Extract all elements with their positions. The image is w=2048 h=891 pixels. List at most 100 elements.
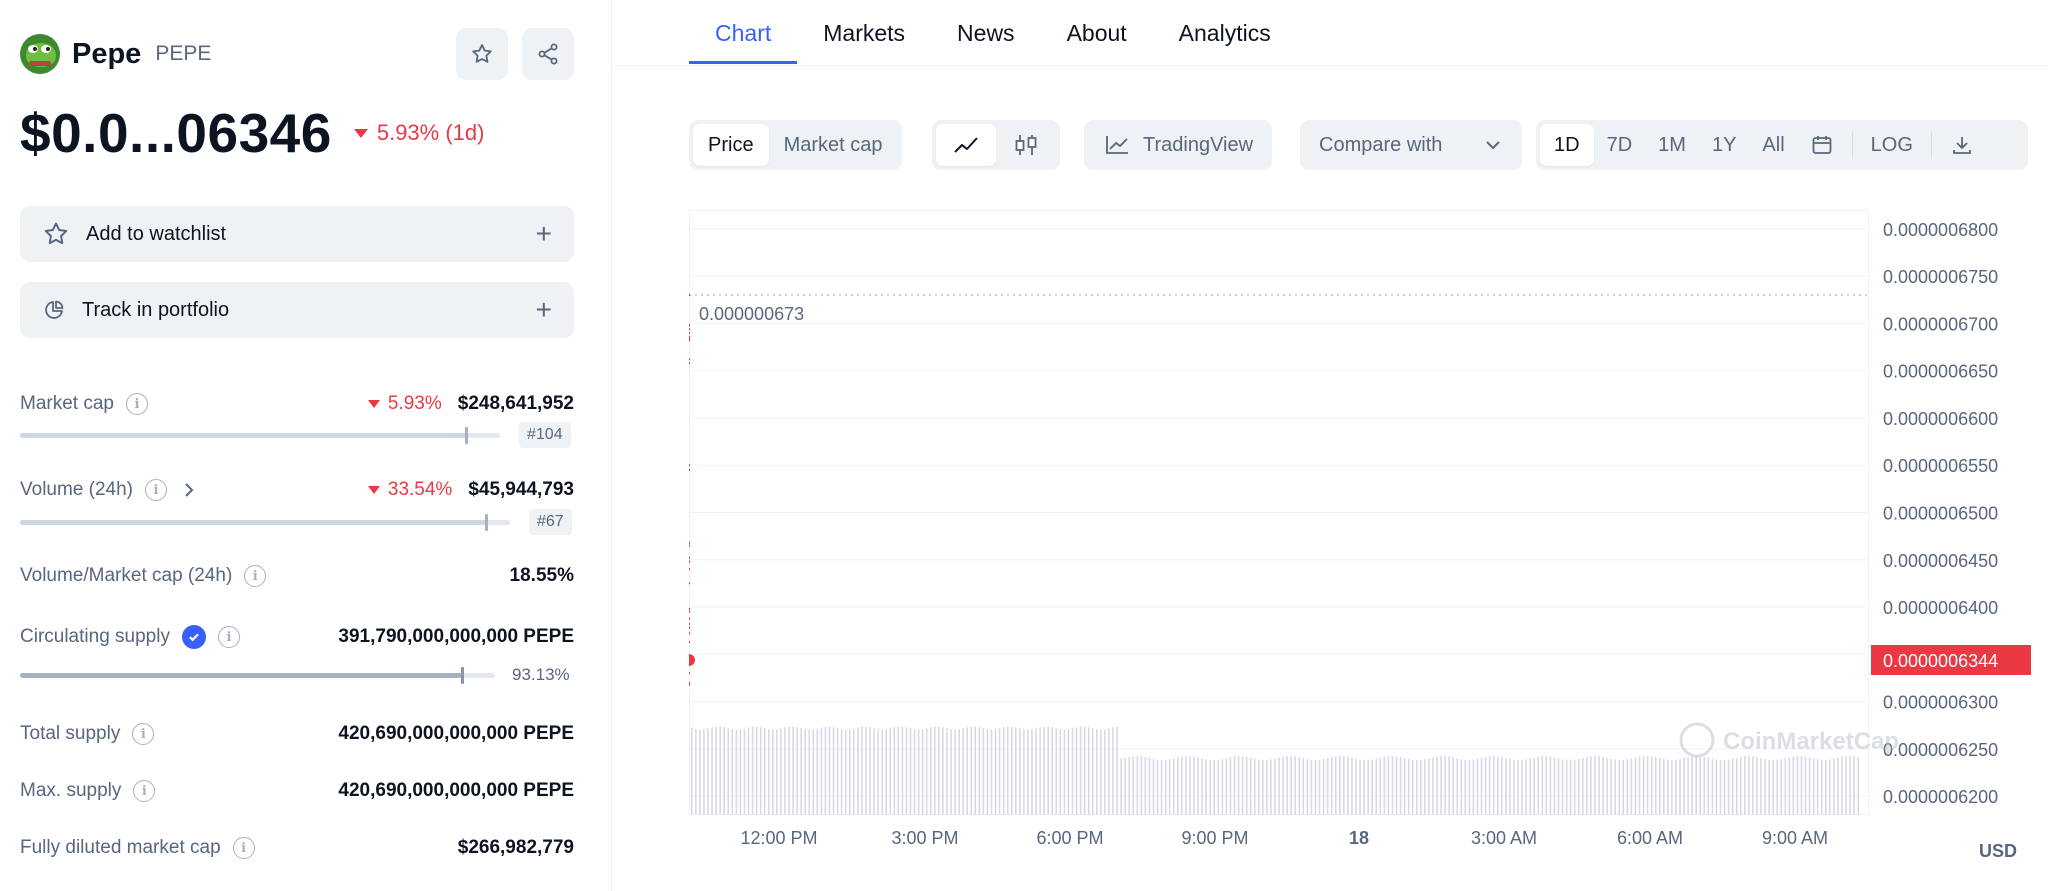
info-icon[interactable]: i bbox=[145, 479, 168, 501]
range-1m[interactable]: 1M bbox=[1658, 133, 1686, 156]
volume-bar bbox=[1359, 759, 1361, 815]
volume-bar bbox=[1383, 756, 1386, 815]
volume-bar bbox=[1083, 726, 1086, 815]
rank-bar-marker bbox=[465, 426, 469, 444]
tabs-divider bbox=[613, 65, 2048, 66]
tab-analytics[interactable]: Analytics bbox=[1178, 19, 1271, 46]
download-icon bbox=[1953, 137, 1971, 154]
volume-bar bbox=[970, 726, 973, 815]
line-chart-button[interactable] bbox=[936, 124, 996, 166]
stat-value: 18.55% bbox=[509, 565, 574, 586]
volume-bar bbox=[1407, 759, 1410, 815]
volume-bar bbox=[909, 728, 912, 815]
favorite-button[interactable] bbox=[456, 28, 508, 80]
volume-bar bbox=[982, 728, 985, 815]
volume-bar bbox=[1602, 756, 1604, 815]
volume-bar bbox=[1748, 756, 1750, 815]
price-point bbox=[689, 683, 691, 686]
coin-symbol: PEPE bbox=[155, 42, 212, 65]
candlestick-button[interactable] bbox=[996, 124, 1056, 166]
volume-bar bbox=[873, 728, 875, 815]
volume-bar bbox=[1735, 757, 1738, 815]
volume-bar bbox=[1310, 759, 1313, 815]
volume-bar bbox=[1039, 727, 1041, 815]
y-tick-label: 0.0000006250 bbox=[1883, 740, 1998, 760]
chevron-right-icon[interactable] bbox=[179, 480, 199, 500]
info-icon[interactable]: i bbox=[217, 626, 240, 648]
range-all[interactable]: All bbox=[1762, 133, 1785, 156]
tradingview-button[interactable]: TradingView bbox=[1084, 120, 1273, 170]
price-chart[interactable]: 0.0000006800 0.0000006750 0.0000006700 0.00… bbox=[689, 210, 2048, 891]
watermark-text: CoinMarketCap bbox=[1723, 728, 1899, 755]
volume-bar bbox=[808, 729, 811, 815]
volume-bar bbox=[1739, 756, 1742, 815]
date-range-button[interactable] bbox=[1798, 124, 1846, 166]
volume-bar bbox=[743, 728, 746, 815]
price-point bbox=[689, 361, 691, 365]
price-point bbox=[689, 681, 691, 684]
y-tick-label: 0.0000006700 bbox=[1883, 314, 1998, 334]
time-range-toggle: 1D 7D 1M 1Y All LOG bbox=[1536, 120, 2028, 170]
x-tick-label: 12:00 PM bbox=[740, 828, 817, 848]
tab-chart[interactable]: Chart bbox=[689, 0, 798, 66]
price-point bbox=[689, 556, 691, 560]
volume-rank-bar: #67 bbox=[20, 509, 574, 535]
info-icon[interactable]: i bbox=[132, 723, 155, 745]
volume-bar bbox=[1610, 758, 1612, 815]
info-icon[interactable]: i bbox=[244, 565, 267, 587]
volume-bar bbox=[1484, 756, 1487, 815]
add-to-watchlist-button[interactable]: Add to watchlist + bbox=[20, 206, 574, 262]
x-tick-label: 6:00 AM bbox=[1617, 828, 1683, 848]
volume-bar bbox=[1201, 758, 1203, 815]
volume-bar bbox=[897, 726, 900, 815]
volume-bar bbox=[929, 727, 932, 815]
tab-about[interactable]: About bbox=[1066, 19, 1127, 46]
tab-markets[interactable]: Markets bbox=[823, 19, 906, 46]
info-icon[interactable]: i bbox=[133, 780, 156, 802]
volume-bar bbox=[1452, 757, 1454, 815]
volume-bar bbox=[1679, 758, 1681, 815]
volume-bar bbox=[1067, 729, 1070, 815]
volume-bar bbox=[796, 727, 798, 815]
compare-with-dropdown[interactable]: Compare with bbox=[1300, 120, 1522, 170]
volume-bar bbox=[1488, 756, 1491, 815]
volume-bar bbox=[998, 728, 1001, 815]
chart-metric-toggle: Price Market cap bbox=[689, 120, 902, 170]
volume-bar bbox=[1181, 756, 1183, 815]
volume-bar bbox=[1132, 756, 1135, 815]
download-button[interactable] bbox=[1938, 124, 1986, 166]
stat-value: 420,690,000,000,000 PEPE bbox=[338, 723, 574, 744]
volume-bar bbox=[990, 729, 993, 815]
volume-bar bbox=[1270, 759, 1272, 815]
rank-badge: #67 bbox=[529, 509, 572, 535]
range-1y[interactable]: 1Y bbox=[1711, 133, 1737, 156]
stat-total-supply: Total supply i 420,690,000,000,000 PEPE bbox=[20, 719, 574, 749]
volume-bar bbox=[1148, 757, 1151, 815]
volume-bar bbox=[1262, 759, 1264, 815]
volume-bar bbox=[1829, 759, 1831, 815]
price-toggle[interactable]: Price bbox=[693, 124, 769, 166]
volume-bar bbox=[1334, 756, 1337, 815]
rank-badge: #104 bbox=[519, 422, 571, 448]
volume-bar bbox=[1286, 756, 1288, 815]
volume-bar bbox=[1667, 759, 1669, 815]
range-1d[interactable]: 1D bbox=[1540, 124, 1594, 166]
current-price-label: 0.0000006344 bbox=[1883, 651, 1998, 671]
volume-bar bbox=[958, 729, 960, 815]
share-button[interactable] bbox=[522, 28, 574, 80]
track-portfolio-button[interactable]: Track in portfolio + bbox=[20, 282, 574, 338]
volume-bar bbox=[966, 727, 968, 815]
tab-news[interactable]: News bbox=[957, 19, 1015, 46]
volume-bar bbox=[1703, 756, 1706, 815]
volume-bar bbox=[1626, 759, 1629, 815]
info-icon[interactable]: i bbox=[232, 837, 255, 859]
price-point bbox=[689, 622, 691, 626]
log-scale-toggle[interactable]: LOG bbox=[1870, 133, 1913, 156]
caret-down-icon bbox=[353, 128, 368, 138]
rank-bar-fill bbox=[20, 519, 486, 525]
volume-bar bbox=[727, 728, 730, 815]
range-7d[interactable]: 7D bbox=[1606, 133, 1633, 156]
market-cap-toggle[interactable]: Market cap bbox=[783, 133, 883, 156]
info-icon[interactable]: i bbox=[125, 393, 148, 415]
coinmarketcap-logo-icon bbox=[1679, 722, 1715, 758]
